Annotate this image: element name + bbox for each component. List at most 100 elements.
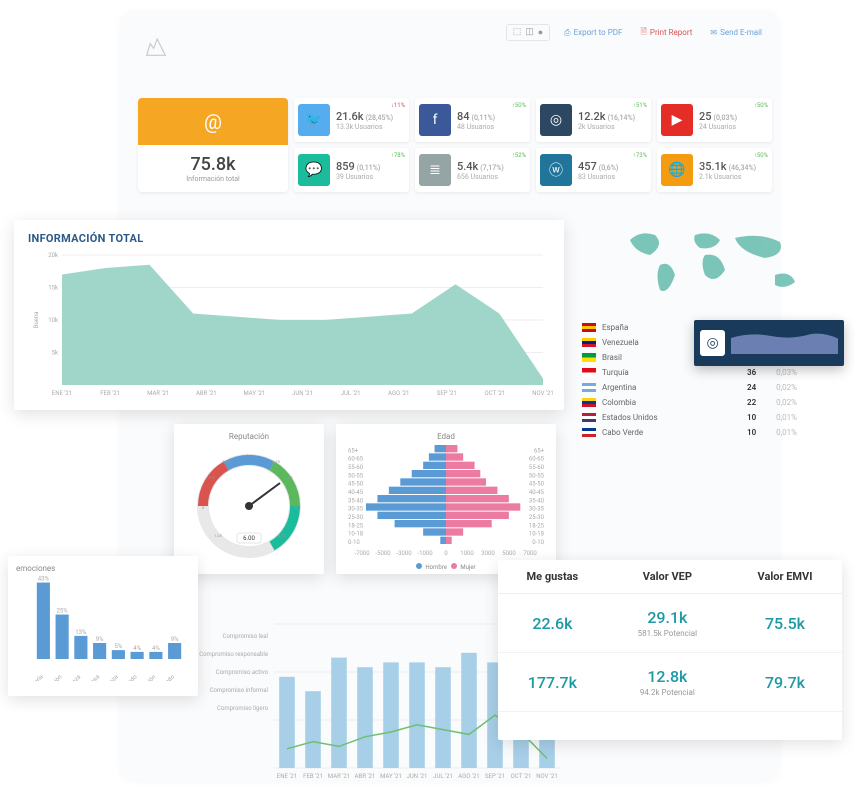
svg-text:25-30: 25-30 [529,514,545,521]
svg-text:0: 0 [444,550,448,557]
svg-text:ABR '21: ABR '21 [196,390,217,397]
svg-text:MAR '21: MAR '21 [147,390,169,397]
svg-text:Alegría: Alegría [27,673,45,681]
svg-text:0-10: 0-10 [348,539,360,546]
svg-text:ENE '21: ENE '21 [52,390,72,397]
logo [142,32,170,60]
flag-icon [582,323,596,332]
kpi-cell: 22.6k [498,594,607,653]
reputation-gauge: Reputación 6.00 010 2.57.5 3.756.25 5 1.… [174,424,324,574]
svg-text:60-65: 60-65 [348,456,364,463]
svg-text:4%: 4% [133,645,141,652]
flag-icon [582,383,596,392]
svg-text:8.75: 8.75 [278,533,287,538]
country-row[interactable]: Estados Unidos100,01% [582,410,797,425]
svg-text:FEB '21: FEB '21 [100,390,120,397]
twitter-icon: 🐦 [298,104,330,136]
flag-icon [582,428,596,437]
export-pdf-button[interactable]: ⎙ Export to PDF [564,26,622,40]
svg-text:Compromiso responsable: Compromiso responsable [199,651,268,658]
stat-card-doc[interactable]: ≣ 5.4k(7,17%)656 Usuarios ↑52% [415,148,530,192]
svg-text:ABR '21: ABR '21 [355,773,376,780]
stat-card-twitter[interactable]: 🐦 21.6k(28,45%)13.3k Usuarios ↓11% [294,98,409,142]
youtube-icon: ▶ [661,104,693,136]
kpi-table: Me gustas Valor VEP Valor EMVI 22.6k29.1… [498,560,842,740]
chart-title: emociones [16,564,190,573]
stat-cards-grid: @ 75.8kInformación total 🐦 21.6k(28,45%)… [138,98,772,192]
svg-text:NOV '21: NOV '21 [532,390,553,397]
svg-text:Sorpresa: Sorpresa [79,673,101,681]
svg-text:65+: 65+ [348,447,359,454]
svg-text:3000: 3000 [481,550,495,557]
stat-card-facebook[interactable]: f 84(0,11%)48 Usuarios ↑50% [415,98,530,142]
svg-text:SEP '21: SEP '21 [485,773,505,780]
svg-text:18-25: 18-25 [348,522,364,529]
flag-icon [582,338,596,347]
total-info-card[interactable]: @ 75.8kInformación total [138,98,288,192]
svg-text:50-55: 50-55 [529,472,545,479]
svg-text:50-55: 50-55 [348,472,364,479]
svg-text:MAY '21: MAY '21 [380,773,402,780]
country-row[interactable]: Argentina240,02% [582,380,797,395]
svg-text:3.75: 3.75 [222,459,231,464]
stat-card-chat[interactable]: 💬 859(0,11%)39 Usuarios ↑78% [294,148,409,192]
svg-text:7.5: 7.5 [287,475,293,480]
svg-text:5000: 5000 [502,550,516,557]
svg-text:5k: 5k [52,350,59,357]
svg-text:30-35: 30-35 [348,506,364,513]
kpi-row: 22.6k29.1k581.5k Potencial75.5k [498,594,842,653]
stat-card-instagram[interactable]: ◎ 12.2k(16,14%)2k Usuarios ↑51% [536,98,651,142]
info-total-chart: INFORMACIÓN TOTAL 20k15k10k5kENE '21FEB … [14,220,564,410]
flag-icon [582,413,596,422]
svg-text:1000: 1000 [460,550,474,557]
kpi-cell: 177.7k [498,653,607,712]
kpi-row: 177.7k12.8k94.2k Potencial79.7k [498,653,842,712]
chat-icon: 💬 [298,154,330,186]
flag-icon [582,398,596,407]
svg-text:OCT '21: OCT '21 [485,390,506,397]
flag-icon [582,368,596,377]
svg-text:60-65: 60-65 [529,456,545,463]
svg-text:45-50: 45-50 [529,481,545,488]
stat-card-youtube[interactable]: ▶ 25(0,03%)24 Usuarios ↑50% [657,98,772,142]
svg-text:55-60: 55-60 [529,464,545,471]
svg-text:MAR '21: MAR '21 [328,773,350,780]
gauge-title: Reputación [182,432,316,441]
svg-text:13%: 13% [75,629,87,636]
emotions-chart: emociones 43%Alegría25%Anticipación13%Co… [8,556,198,696]
svg-text:-5000: -5000 [375,550,391,557]
svg-text:-3000: -3000 [396,550,412,557]
svg-text:15k: 15k [48,285,59,292]
svg-text:9%: 9% [96,636,104,643]
age-pyramid-chart: Edad 65+65+60-6560-6555-6055-6050-5550-5… [336,424,556,574]
svg-text:NOV '21: NOV '21 [536,773,557,780]
kpi-header: Valor VEP [607,560,728,594]
svg-text:10-18: 10-18 [348,531,364,538]
svg-text:25%: 25% [57,608,69,615]
web-icon: 🌐 [661,154,693,186]
stat-card-wordpress[interactable]: ⓦ 457(0,6%)83 Usuarios ↑73% [536,148,651,192]
svg-text:Buena: Buena [33,312,40,329]
svg-text:JUN '21: JUN '21 [292,390,313,397]
instagram-popup[interactable]: ◎ [694,320,844,366]
wordpress-icon: ⓦ [540,154,572,186]
svg-text:2.5: 2.5 [209,475,215,480]
at-icon: @ [204,110,222,134]
stat-card-web[interactable]: 🌐 35.1k(46,34%)2.1k Usuarios ↑50% [657,148,772,192]
svg-text:6.00: 6.00 [243,535,255,542]
kpi-header: Valor EMVI [728,560,842,594]
view-toggle[interactable]: ⬚◫● [506,24,550,41]
send-email-button[interactable]: ✉ Send E-mail [710,26,762,40]
svg-text:JUL '21: JUL '21 [433,773,453,780]
country-row[interactable]: Colombia220,02% [582,395,797,410]
kpi-cell: 79.7k [728,653,842,712]
svg-text:4%: 4% [152,645,160,652]
country-row[interactable]: Cabo Verde100,01% [582,425,797,440]
svg-text:-7000: -7000 [354,550,370,557]
print-button[interactable]: 🗎 Print Report [640,26,692,40]
country-row[interactable]: Turquía360,03% [582,365,797,380]
svg-text:55-60: 55-60 [348,464,364,471]
svg-text:0-10: 0-10 [532,539,544,546]
kpi-cell: 12.8k94.2k Potencial [607,653,728,712]
svg-text:SEP '21: SEP '21 [437,390,457,397]
